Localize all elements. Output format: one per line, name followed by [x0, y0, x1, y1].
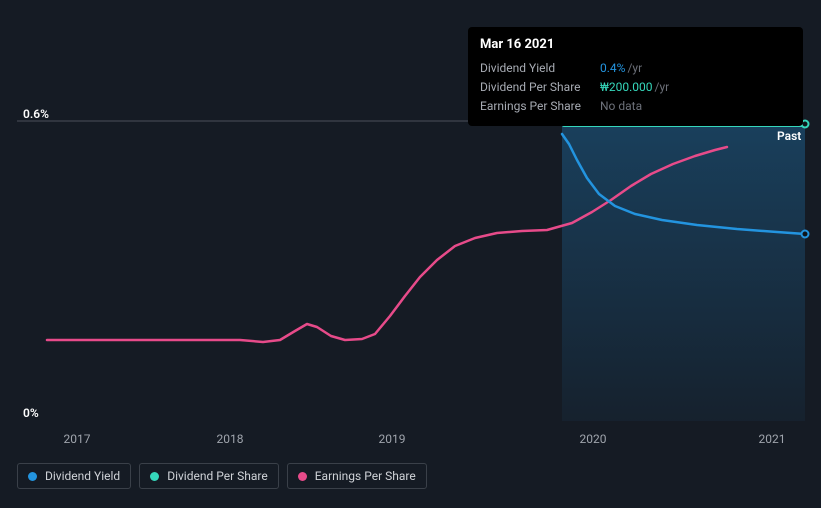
tooltip-row-label: Earnings Per Share [480, 97, 600, 116]
chart-tooltip: Mar 16 2021 Dividend Yield0.4%/yrDividen… [468, 27, 803, 126]
tooltip-row-label: Dividend Per Share [480, 78, 600, 97]
legend-swatch [150, 472, 159, 481]
legend-swatch [298, 472, 307, 481]
x-tick: 2018 [217, 432, 244, 446]
legend-label: Dividend Yield [45, 469, 120, 483]
chart-legend: Dividend Yield Dividend Per Share Earnings… [17, 463, 427, 489]
chart-lines [17, 122, 805, 421]
x-tick: 2020 [580, 432, 607, 446]
chart-plot-area[interactable] [17, 122, 805, 421]
tooltip-row: Earnings Per ShareNo data [480, 97, 791, 116]
legend-item[interactable]: Earnings Per Share [287, 463, 427, 489]
x-tick: 2019 [379, 432, 406, 446]
dividend-yield-marker [801, 230, 810, 239]
tooltip-row-value: ₩200.000 [600, 78, 653, 97]
legend-item[interactable]: Dividend Yield [17, 463, 131, 489]
x-tick: 2021 [759, 432, 786, 446]
tooltip-title: Mar 16 2021 [480, 35, 791, 56]
past-label: Past [777, 129, 801, 143]
tooltip-row-value: 0.4% [600, 59, 625, 78]
tooltip-row-label: Dividend Yield [480, 59, 600, 78]
y-axis-top-label: 0.6% [23, 107, 49, 121]
tooltip-row-unit: /yr [655, 78, 670, 97]
tooltip-row: Dividend Yield0.4%/yr [480, 59, 791, 78]
legend-swatch [28, 472, 37, 481]
legend-label: Dividend Per Share [167, 469, 268, 483]
legend-item[interactable]: Dividend Per Share [139, 463, 279, 489]
legend-label: Earnings Per Share [315, 469, 416, 483]
tooltip-nodata: No data [600, 97, 642, 116]
x-tick: 2017 [64, 432, 91, 446]
tooltip-row: Dividend Per Share₩200.000/yr [480, 78, 791, 97]
tooltip-row-unit: /yr [627, 59, 642, 78]
